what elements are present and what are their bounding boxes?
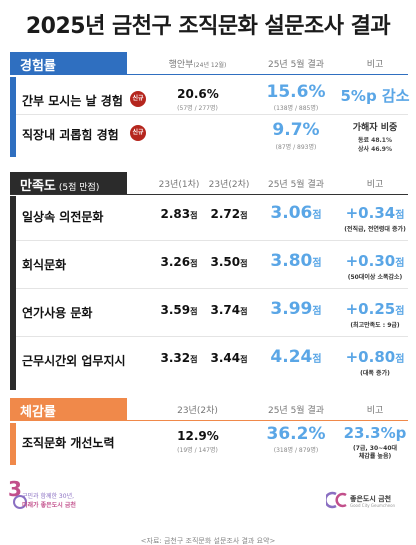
perceived-header-col3: 비고 [366, 406, 384, 416]
satisfaction-divider [10, 194, 408, 195]
row-label-leave: 연가사용 문화 [22, 306, 93, 320]
satisfaction-header-col1: 23년(1차) [158, 180, 200, 190]
leave-result: 3.99점 [270, 299, 322, 319]
gc-logo-icon [324, 491, 347, 509]
row-label-dinner: 회식문화 [22, 258, 67, 272]
row-label-improvement: 조직문화 개선노력 [22, 436, 115, 450]
harassment-result: 9.7% [272, 120, 320, 140]
row-divider [16, 336, 408, 337]
perpetrator-title: 가해자 비중 [352, 123, 398, 133]
row-label-workplace-harassment: 직장내 괴롭힘 경험 [22, 128, 119, 142]
satisfaction-header-col4: 비고 [366, 180, 384, 190]
section-satisfaction-text: 만족도 [20, 179, 56, 194]
section-perceived-label: 체감률 [10, 398, 127, 420]
improvement-note: (7급, 30~40대 [352, 445, 398, 452]
leave-delta: +0.25점 [345, 300, 405, 318]
satisfaction-header-col2: 23년(2차) [208, 180, 250, 190]
ceremony-note: (전직급, 전연령대 증가) [344, 226, 406, 233]
leave-v2: 3.74점 [210, 303, 248, 317]
after-hours-note: (대폭 증가) [360, 370, 390, 377]
perpetrator-colleague: 동료 48.1% [358, 137, 392, 144]
dinner-v2: 3.50점 [210, 255, 248, 269]
satisfaction-side-bar [10, 196, 16, 390]
perceived-header-col1: 23년(2차) [177, 406, 218, 416]
improvement-prev: 12.9% [177, 429, 219, 443]
dinner-delta: +0.30점 [345, 252, 405, 270]
new-badge: 신규 [130, 91, 146, 107]
new-badge: 신규 [130, 125, 146, 141]
improvement-note2: 체감률 높음) [358, 453, 392, 460]
row-divider [16, 288, 408, 289]
section-satisfaction-sub: (5점 만점) [58, 183, 100, 193]
page-title: 2025년 금천구 조직문화 설문조사 결과 [25, 14, 391, 39]
experience-side-bar [10, 77, 16, 157]
dinner-v1: 3.26점 [160, 255, 198, 269]
dinner-note: (50대이상 소폭감소) [347, 274, 403, 281]
ceremony-delta: +0.34점 [345, 204, 405, 222]
executive-day-result-sub: (138명 / 885명) [273, 105, 319, 112]
executive-day-prev: 20.6% [177, 87, 219, 101]
row-divider [16, 240, 408, 241]
row-label-executive-day: 간부 모시는 날 경험 [22, 94, 123, 108]
experience-header-col3: 비고 [366, 60, 384, 70]
section-satisfaction-label: 만족도 (5점 만점) [10, 172, 127, 194]
experience-header-col2: 25년 5월 결과 [267, 60, 325, 70]
improvement-result-sub: (318명 / 879명) [273, 447, 319, 454]
perceived-side-bar [10, 423, 16, 465]
footer-right-sub: Good City Geumcheon [350, 503, 396, 508]
executive-day-note: 5%p 감소 [340, 87, 410, 105]
satisfaction-header-col3: 25년 5월 결과 [267, 180, 325, 190]
gc-logo [324, 491, 348, 513]
thirty-logo-icon: 3 [8, 477, 27, 509]
dinner-result: 3.80점 [270, 251, 322, 271]
after-hours-v1: 3.32점 [160, 351, 198, 365]
ceremony-result: 3.06점 [270, 203, 322, 223]
harassment-result-sub: (87명 / 893명) [275, 144, 317, 151]
row-divider [16, 114, 408, 115]
after-hours-result: 4.24점 [270, 347, 322, 367]
after-hours-delta: +0.80점 [345, 348, 405, 366]
ceremony-v2: 2.72점 [210, 207, 248, 221]
experience-header-col1: 행안부(24년 12월) [168, 60, 227, 70]
footer-left-line1: 구민과 함께한 30년, [22, 493, 74, 500]
executive-day-prev-sub: (57명 / 277명) [177, 105, 218, 112]
improvement-delta: 23.3%p [343, 424, 407, 442]
section-perceived-text: 체감률 [20, 405, 56, 420]
experience-divider [10, 74, 408, 75]
footer-right-brand: 좋은도시 금천 [350, 495, 392, 503]
row-label-after-hours: 근무시간외 업무지시 [22, 354, 126, 368]
improvement-result: 36.2% [266, 424, 326, 444]
section-experience-text: 경험률 [20, 59, 56, 74]
anniversary-logo: 3 [8, 476, 28, 514]
leave-v1: 3.59점 [160, 303, 198, 317]
svg-text:3: 3 [8, 477, 22, 501]
source-caption: <자료: 금천구 조직문화 설문조사 결과 요약> [140, 537, 276, 545]
leave-note: (최고만족도 : 9급) [350, 322, 400, 329]
ceremony-v1: 2.83점 [160, 207, 198, 221]
footer-left-line2: 미래가 좋은도시 금천 [22, 502, 76, 509]
executive-day-result: 15.6% [266, 82, 326, 102]
improvement-prev-sub: (19명 / 147명) [177, 447, 218, 454]
row-label-ceremony: 일상속 의전문화 [22, 210, 104, 224]
perceived-header-col2: 25년 5월 결과 [267, 406, 325, 416]
section-experience-label: 경험률 [10, 52, 127, 74]
perpetrator-superior: 상사 46.9% [358, 146, 392, 153]
after-hours-v2: 3.44점 [210, 351, 248, 365]
perceived-divider [10, 420, 408, 421]
